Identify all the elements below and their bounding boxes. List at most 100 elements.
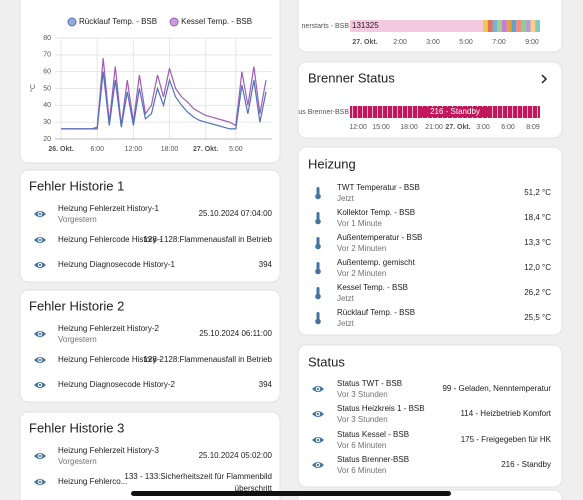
more-info-arrow[interactable] <box>541 74 548 84</box>
entity-name[interactable]: Status Heizkreis 1 - BSB <box>337 404 425 413</box>
entity-value: 114 - Heizbetrieb Komfort <box>460 409 551 418</box>
entity-value: 26,2 °C <box>524 288 551 297</box>
legend-label[interactable]: Kessel Temp. - BSB <box>181 17 252 26</box>
entity-time: Vor 3 Stunden <box>337 390 388 399</box>
entity-time: Jetzt <box>337 194 355 203</box>
eye-pupil-center <box>316 438 320 442</box>
entity-name[interactable]: Außentemperatur - BSB <box>337 233 422 242</box>
timeline-time: 21:00 <box>425 124 443 131</box>
thermometer-stem <box>316 312 320 320</box>
thermometer-icon <box>315 187 321 200</box>
timeline-segment <box>525 20 531 32</box>
timeline-segment <box>352 106 353 118</box>
y-tick-label: 40 <box>43 102 51 109</box>
eye-icon <box>34 262 46 268</box>
entity-name[interactable]: Außentemp. gemischt <box>337 258 416 267</box>
timeline-segment <box>382 106 383 118</box>
entity-time: Vorgestern <box>58 457 97 466</box>
series-line <box>61 58 267 130</box>
card-title: Fehler Historie 3 <box>29 420 124 435</box>
thermometer-bulb <box>315 268 321 275</box>
timeline-segment <box>487 20 493 32</box>
entity-name[interactable]: Heizung Fehlerzeit History-2 <box>58 324 159 333</box>
entity-value: 394 <box>259 380 273 389</box>
card <box>297 61 563 139</box>
y-tick-label: 30 <box>43 119 51 126</box>
entity-value: 216 - Standby <box>501 460 551 469</box>
entity-value: 13,3 °C <box>524 238 551 247</box>
x-tick-label: 12:00 <box>125 146 143 153</box>
timeline-segment <box>506 20 512 32</box>
entity-name[interactable]: Status Kessel - BSB <box>337 430 409 439</box>
entity-time: Vor 6 Minuten <box>337 441 386 450</box>
legend-marker[interactable] <box>169 17 179 27</box>
eye-icon <box>34 237 46 243</box>
entity-value: 128 - 128:Flammenausfall in Betrieb <box>143 235 272 244</box>
thermometer-icon <box>315 312 321 325</box>
timeline-time: 3:00 <box>426 39 440 46</box>
entity-value: überschritt <box>235 484 273 493</box>
timeline-time: 6:00 <box>501 124 515 131</box>
entity-name[interactable]: Kollektor Temp. - BSB <box>337 208 415 217</box>
entity-name[interactable]: Heizung Fehlerzeit History-3 <box>58 446 159 455</box>
y-tick-label: 50 <box>43 85 51 92</box>
timeline-segment <box>517 106 518 118</box>
entity-name[interactable]: Heizung Fehlercode History-2 <box>58 355 164 364</box>
timeline-time: 8:09 <box>526 124 540 131</box>
entity-time: Vor 3 Stunden <box>337 415 388 424</box>
series-line <box>61 71 267 130</box>
entity-name[interactable]: Status Brenner-BSB <box>337 455 409 464</box>
timeline-segment <box>407 106 408 118</box>
eye-icon <box>312 411 324 417</box>
timeline-segment <box>367 106 368 118</box>
eye-pupil-center <box>38 383 42 387</box>
entity-name[interactable]: Kessel Temp. - BSB <box>337 283 408 292</box>
card <box>19 169 281 283</box>
timeline-time: 12:00 <box>349 124 367 131</box>
entity-name[interactable]: Heizung Diagnosecode History-2 <box>58 380 176 389</box>
eye-pupil-center <box>38 332 42 336</box>
timeline-segment <box>402 106 403 118</box>
card-title: Fehler Historie 1 <box>29 178 124 193</box>
legend-label[interactable]: Rücklauf Temp. - BSB <box>79 17 157 26</box>
timeline-segment <box>483 20 488 32</box>
entity-name[interactable]: Heizung Fehlerco... <box>58 477 127 486</box>
thermometer-icon <box>315 287 321 300</box>
timeline-segment <box>492 20 498 32</box>
entity-value: 25.10.2024 07:04:00 <box>199 209 273 218</box>
timeline-segment <box>521 20 526 32</box>
x-tick-label: 26. Okt. <box>48 146 73 153</box>
timeline-segment <box>397 106 398 118</box>
entity-name[interactable]: TWT Temperatur - BSB <box>337 183 420 192</box>
x-tick-label: 18:00 <box>161 146 179 153</box>
y-tick-label: 60 <box>43 69 51 76</box>
entity-value: 133 - 133:Sicherheitszeit für Flammenbil… <box>124 472 272 481</box>
timeline-segment <box>492 106 493 118</box>
timeline-time: 15:00 <box>372 124 390 131</box>
eye-icon <box>34 453 46 459</box>
timeline-segment <box>502 106 503 118</box>
entity-value: 394 <box>259 260 273 269</box>
thermometer-stem <box>316 212 320 220</box>
eye-icon <box>34 211 46 217</box>
entity-name[interactable]: Heizung Diagnosecode History-1 <box>58 260 176 269</box>
entity-name[interactable]: Heizung Fehlercode History-1 <box>58 235 164 244</box>
entity-value: 175 - Freigegeben für HK <box>461 435 552 444</box>
eye-icon <box>34 479 46 485</box>
entity-name[interactable]: Rücklauf Temp. - BSB <box>337 308 415 317</box>
entity-name[interactable]: Status TWT - BSB <box>337 379 402 388</box>
eye-pupil-center <box>38 212 42 216</box>
entity-time: Jetzt <box>337 294 355 303</box>
legend-marker[interactable] <box>67 17 77 27</box>
eye-pupil-center <box>316 387 320 391</box>
timeline-segment <box>537 106 538 118</box>
entity-name[interactable]: Heizung Fehlerzeit History-1 <box>58 204 159 213</box>
timeline-time: 5:00 <box>459 39 473 46</box>
eye-pupil-center <box>38 454 42 458</box>
thermometer-bulb <box>315 318 321 325</box>
entity-value: 25.10.2024 05:02:00 <box>199 451 273 460</box>
eye-icon <box>34 331 46 337</box>
timeline-segment <box>417 106 418 118</box>
